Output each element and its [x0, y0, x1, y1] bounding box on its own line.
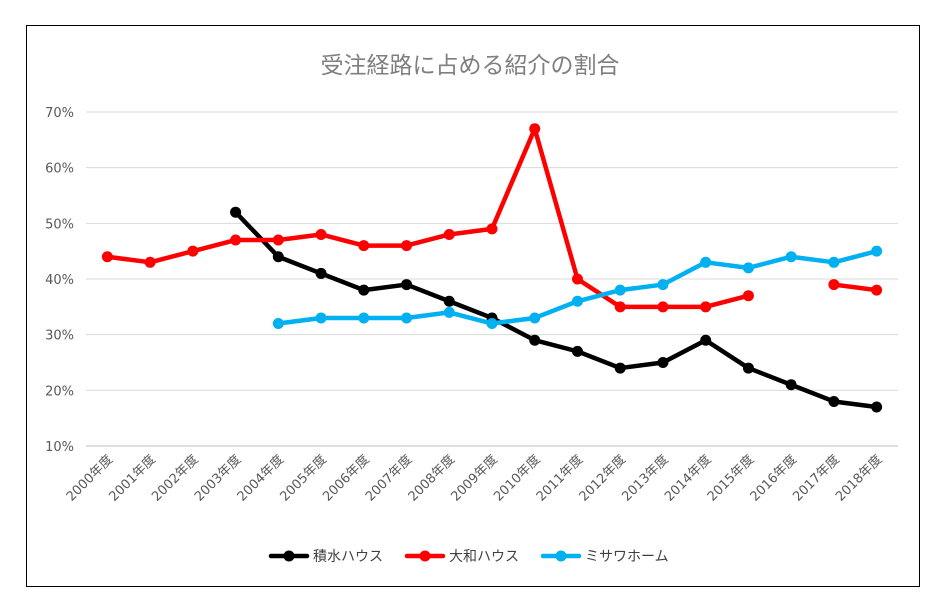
series-2 — [101, 123, 883, 313]
data-point — [828, 256, 840, 268]
data-point — [700, 256, 712, 268]
series-line — [105, 126, 751, 310]
data-point — [657, 357, 669, 368]
y-tick-label: 10% — [45, 440, 74, 455]
data-point — [742, 262, 754, 274]
data-point — [230, 206, 242, 218]
data-point — [571, 295, 583, 307]
series-1 — [230, 206, 883, 413]
data-point — [614, 301, 626, 313]
data-point — [742, 290, 754, 302]
data-point — [358, 240, 370, 252]
legend-item: ミサワホーム — [540, 549, 669, 565]
legend-label: 大和ハウス — [449, 549, 519, 565]
data-point — [358, 284, 370, 296]
series-line — [831, 282, 879, 293]
data-point — [871, 284, 883, 296]
data-point — [315, 267, 327, 279]
data-point — [529, 312, 541, 324]
data-point — [443, 228, 455, 240]
legend-marker — [419, 550, 431, 562]
data-point — [443, 306, 455, 318]
data-point — [529, 123, 541, 135]
data-point — [187, 245, 199, 257]
legend-label: ミサワホーム — [585, 549, 669, 565]
legend-marker — [555, 550, 567, 562]
data-point — [828, 279, 840, 291]
data-point — [443, 295, 455, 307]
data-point — [871, 401, 883, 413]
data-point — [571, 273, 583, 285]
x-axis-ticks: 2000年度2001年度2002年度2003年度2004年度2005年度2006… — [63, 452, 885, 505]
series-3 — [272, 245, 883, 330]
data-point — [614, 362, 626, 374]
legend-marker — [283, 550, 295, 562]
series-layer — [101, 123, 883, 413]
data-point — [486, 223, 498, 235]
data-point — [742, 362, 754, 374]
legend-item: 大和ハウス — [404, 549, 519, 565]
data-point — [230, 234, 242, 246]
data-point — [401, 312, 413, 324]
data-point — [358, 312, 370, 324]
y-tick-label: 50% — [45, 217, 74, 232]
legend-label: 積水ハウス — [313, 549, 383, 565]
legend: 積水ハウス 大和ハウス ミサワホーム — [268, 549, 669, 565]
data-point — [571, 345, 583, 357]
data-point — [785, 251, 797, 263]
series-line — [233, 209, 879, 410]
data-point — [101, 251, 113, 263]
data-point — [785, 379, 797, 391]
data-point — [272, 318, 284, 330]
data-point — [272, 251, 284, 263]
y-tick-label: 60% — [45, 162, 74, 177]
data-point — [700, 334, 712, 346]
data-point — [401, 279, 413, 291]
data-point — [529, 334, 541, 346]
y-tick-label: 70% — [45, 106, 74, 121]
legend-item: 積水ハウス — [268, 549, 383, 565]
data-point — [828, 395, 840, 407]
y-tick-label: 20% — [45, 384, 74, 399]
data-point — [144, 256, 156, 268]
chart-title: 受注経路に占める紹介の割合 — [320, 53, 620, 79]
data-point — [315, 228, 327, 240]
data-point — [657, 279, 669, 291]
gridlines — [86, 111, 898, 447]
data-point — [486, 318, 498, 330]
data-point — [315, 312, 327, 324]
data-point — [657, 301, 669, 313]
y-axis-ticks: 10% 20% 30% 40% 50% 60% 70% — [45, 106, 74, 455]
data-point — [871, 245, 883, 257]
data-point — [272, 234, 284, 246]
data-point — [614, 284, 626, 296]
y-tick-label: 40% — [45, 273, 74, 288]
chart-frame — [26, 25, 920, 587]
data-point — [700, 301, 712, 313]
y-tick-label: 30% — [45, 329, 74, 344]
x-tick-label: 2018年度 — [832, 452, 885, 505]
data-point — [401, 240, 413, 252]
